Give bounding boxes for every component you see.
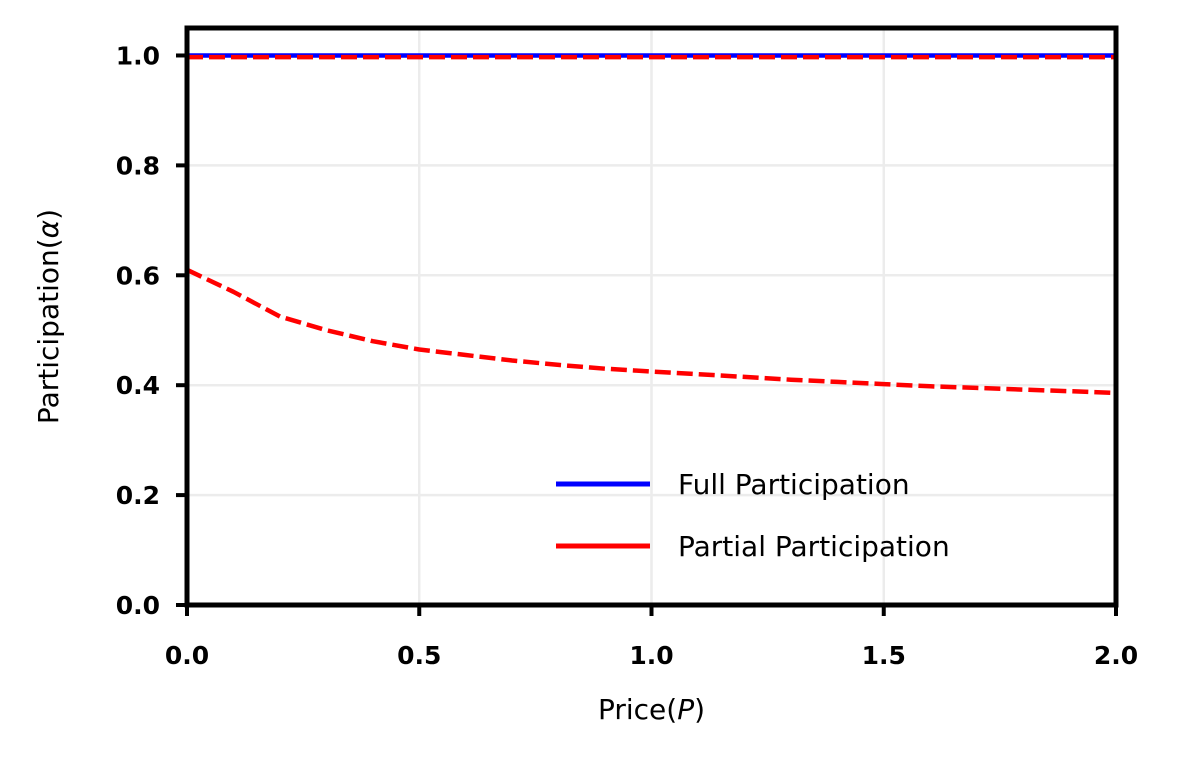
y-tick-label: 0.8 [116,151,160,180]
grid [185,28,1118,607]
series-layer [186,53,1117,396]
x-tick-label: 0.5 [397,641,441,670]
series-line-1 [186,267,1117,396]
y-tick-label: 0.6 [116,261,160,290]
x-tick-label: 1.5 [862,641,906,670]
ticks: 0.0 0.5 1.0 1.5 2.0 0.0 0.2 0.4 0.6 0.8 1.0 [116,41,1138,670]
y-tick-label: 0.4 [116,371,160,400]
x-tick-label: 1.0 [629,641,673,670]
legend-label-partial-participation: Partial Participation [678,530,950,563]
y-tick-label: 1.0 [116,41,160,70]
y-tick-label: 0.2 [116,481,160,510]
x-tick-label: 2.0 [1094,641,1138,670]
legend-label-full-participation: Full Participation [678,468,910,501]
legend: Full Participation Partial Participation [556,468,950,563]
y-axis-label: Participation(α) [32,209,65,424]
x-tick-label: 0.0 [165,641,209,670]
x-axis-label: Price(P) [598,693,705,726]
y-tick-label: 0.0 [116,591,160,620]
